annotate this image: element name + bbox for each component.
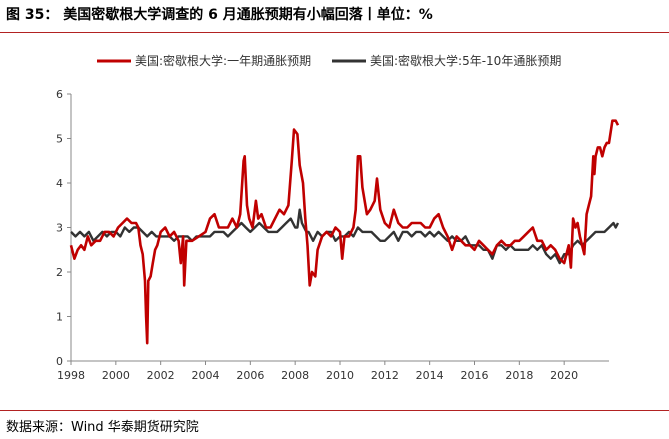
- x-tick-label: 2012: [371, 369, 399, 382]
- x-tick-label: 1998: [57, 369, 85, 382]
- y-tick-label: 5: [56, 133, 63, 146]
- y-tick-label: 0: [56, 355, 63, 368]
- title-rule: [0, 32, 669, 33]
- x-tick-label: 2004: [192, 369, 220, 382]
- chart-plot-area: [69, 119, 620, 345]
- x-tick-label: 2008: [281, 369, 309, 382]
- y-tick-label: 2: [56, 266, 63, 279]
- one-year-expectation-line: [69, 119, 620, 345]
- x-tick-label: 2010: [326, 369, 354, 382]
- x-tick-label: 2020: [550, 369, 578, 382]
- legend-one-year-label: 美国:密歇根大学:一年期通胀预期: [135, 53, 311, 68]
- inflation-expectations-chart: 美国:密歇根大学:一年期通胀预期 美国:密歇根大学:5年-10年通胀预期 0 1 2 3…: [56, 53, 620, 382]
- y-tick-label: 3: [56, 222, 63, 235]
- x-tick-label: 2002: [147, 369, 175, 382]
- y-tick-label: 6: [56, 88, 63, 101]
- x-tick-label: 2000: [102, 369, 130, 382]
- data-source-note: 数据来源：Wind 华泰期货研究院: [6, 420, 199, 435]
- source-rule: [0, 410, 669, 411]
- legend-five-ten-year-label: 美国:密歇根大学:5年-10年通胀预期: [370, 53, 561, 68]
- y-tick-label: 1: [56, 311, 63, 324]
- y-tick-label: 4: [56, 177, 63, 190]
- x-tick-label: 2006: [236, 369, 264, 382]
- x-tick-label: 2014: [416, 369, 444, 382]
- figure-title: 图 35： 美国密歇根大学调查的 6 月通胀预期有小幅回落丨单位：%: [6, 7, 433, 23]
- chart-legend: 美国:密歇根大学:一年期通胀预期 美国:密歇根大学:5年-10年通胀预期: [97, 53, 561, 68]
- five-ten-year-expectation-line: [70, 208, 620, 265]
- chart-axes: 0 1 2 3 4 5 6 1998 2000 2002 2004 2006 2008 2010 2012 2…: [56, 88, 609, 382]
- x-tick-label: 2016: [461, 369, 489, 382]
- x-tick-label: 2018: [505, 369, 533, 382]
